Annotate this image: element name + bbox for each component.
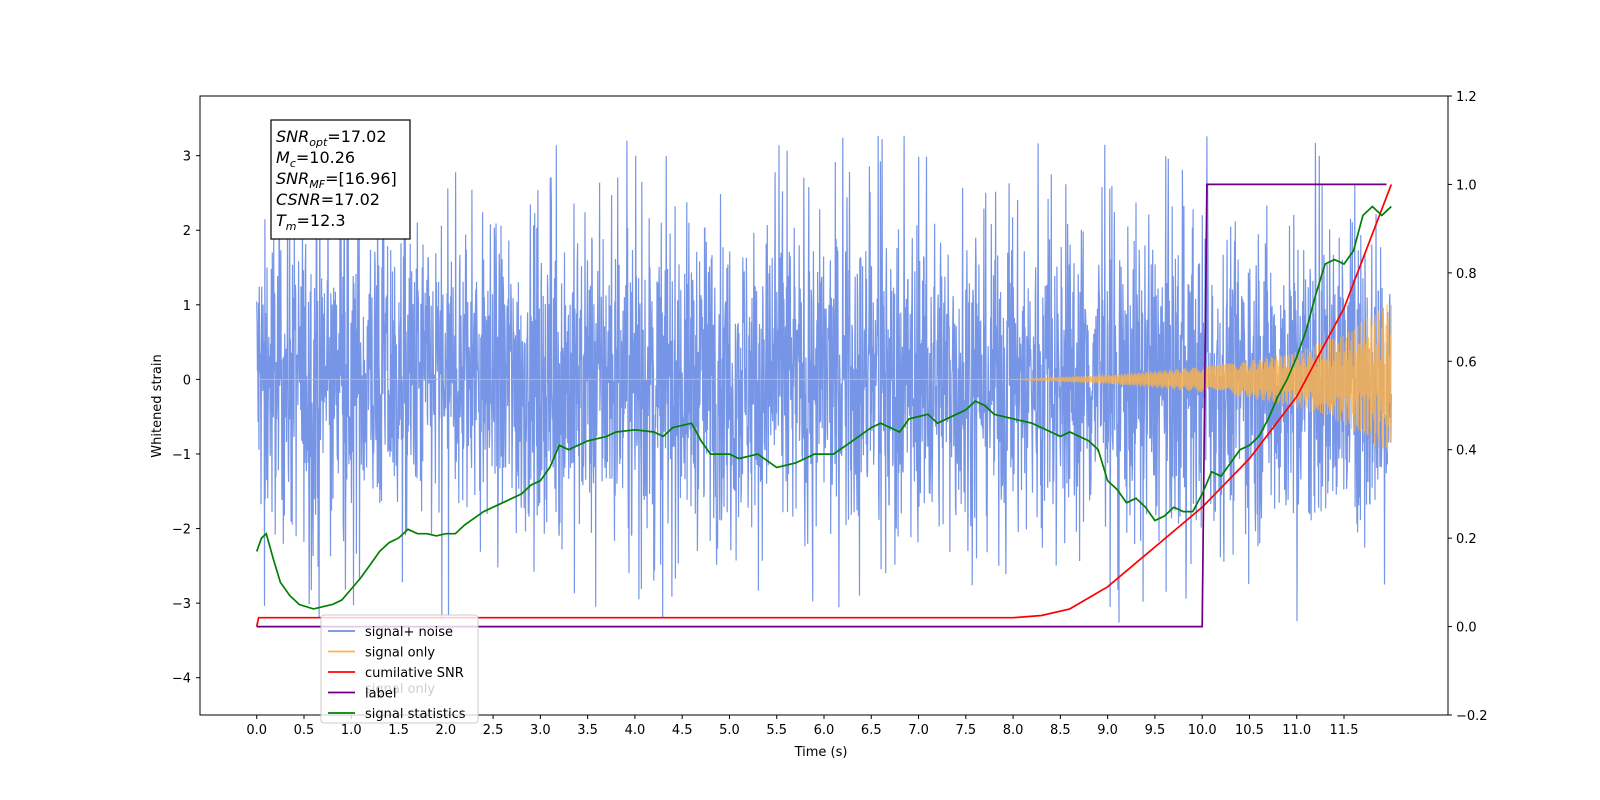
legend-label: signal+ noise — [365, 625, 453, 640]
line-signal-statistics — [255, 205, 1392, 610]
y2-tick-label: 0.2 — [1456, 532, 1477, 547]
y-tick-label: −4 — [172, 672, 191, 687]
x-tick-label: 4.5 — [672, 723, 693, 738]
line-cumilative-snr — [255, 184, 1393, 627]
y-tick-label: 0 — [183, 373, 191, 388]
x-tick-label: 6.5 — [861, 723, 882, 738]
x-tick-label: 7.0 — [908, 723, 929, 738]
x-tick-label: 3.0 — [530, 723, 551, 738]
legend-label: signal only — [365, 646, 435, 661]
legend-label: label — [365, 687, 396, 702]
annotation-line: SNRopt=17.02 — [276, 127, 387, 149]
series-signal-noise — [256, 135, 1392, 623]
signal-only-line — [256, 304, 1392, 453]
x-tick-label: 0.5 — [294, 723, 315, 738]
x-tick-label: 2.0 — [435, 723, 456, 738]
x-tick-label: 5.0 — [719, 723, 740, 738]
series-signal-only — [256, 304, 1392, 453]
y2-tick-label: 1.0 — [1456, 178, 1477, 193]
y2-tick-label: 0.4 — [1456, 444, 1477, 459]
y-tick-label: −1 — [172, 448, 191, 463]
x-tick-label: 1.5 — [388, 723, 409, 738]
annotation-line: SNRMF=[16.96] — [276, 169, 397, 191]
y2-tick-label: 0.0 — [1456, 621, 1477, 636]
y2-tick-label: 1.2 — [1456, 90, 1477, 105]
y2-tick-label: 0.8 — [1456, 267, 1477, 282]
y-axis-label: Whitened strain — [150, 354, 165, 457]
x-tick-label: 10.0 — [1188, 723, 1217, 738]
x-tick-label: 7.5 — [955, 723, 976, 738]
plot-area — [255, 135, 1393, 628]
x-tick-label: 0.0 — [246, 723, 267, 738]
series-lines — [255, 183, 1393, 628]
y-tick-label: 2 — [183, 224, 191, 239]
x-tick-label: 8.5 — [1050, 723, 1071, 738]
x-tick-label: 4.0 — [625, 723, 646, 738]
annotation-line: CSNR=17.02 — [276, 190, 380, 209]
y-tick-label: −2 — [172, 523, 191, 538]
x-tick-label: 10.5 — [1235, 723, 1264, 738]
y2-tick-label: −0.2 — [1456, 709, 1488, 724]
legend-ghost-label: signal only — [365, 682, 435, 697]
annotation-line: Mc=10.26 — [276, 148, 355, 170]
x-tick-label: 2.5 — [483, 723, 504, 738]
x-tick-label: 11.0 — [1282, 723, 1311, 738]
legend-frame — [320, 614, 479, 724]
x-tick-label: 8.0 — [1003, 723, 1024, 738]
annotation-frame — [270, 119, 411, 240]
y-tick-label: 3 — [183, 150, 191, 165]
annotation-line: Tm=12.3 — [276, 211, 346, 233]
signal-noise-line — [256, 135, 1392, 623]
x-tick-label: 6.0 — [814, 723, 835, 738]
x-tick-label: 9.5 — [1145, 723, 1166, 738]
x-tick-label: 1.0 — [341, 723, 362, 738]
x-axis-label: Time (s) — [794, 745, 848, 760]
y2-tick-label: 0.6 — [1456, 355, 1477, 370]
legend-label: signal statistics — [365, 707, 466, 722]
line-label — [256, 183, 1387, 628]
x-tick-label: 9.0 — [1097, 723, 1118, 738]
x-tick-label: 5.5 — [766, 723, 787, 738]
x-axis: 0.0 0.5 1.0 1.5 2.0 2.5 3.0 3.5 4.0 4.5 5.0 5.5 6.0 6… — [246, 715, 1358, 738]
x-tick-label: 3.5 — [577, 723, 598, 738]
stats-annotation-box: SNRopt=17.02Mc=10.26SNRMF=[16.96]CSNR=17… — [270, 119, 411, 240]
y-axis-right: −0.2 0.0 0.2 0.4 0.6 0.8 1.0 1.2 — [1448, 90, 1488, 724]
y-tick-label: 1 — [183, 299, 191, 314]
x-tick-label: 11.5 — [1330, 723, 1359, 738]
legend-label: cumilative SNR — [365, 666, 464, 681]
y-tick-label: −3 — [172, 597, 191, 612]
y-axis-left: −4 −3 −2 −1 0 1 2 3 — [172, 150, 200, 687]
